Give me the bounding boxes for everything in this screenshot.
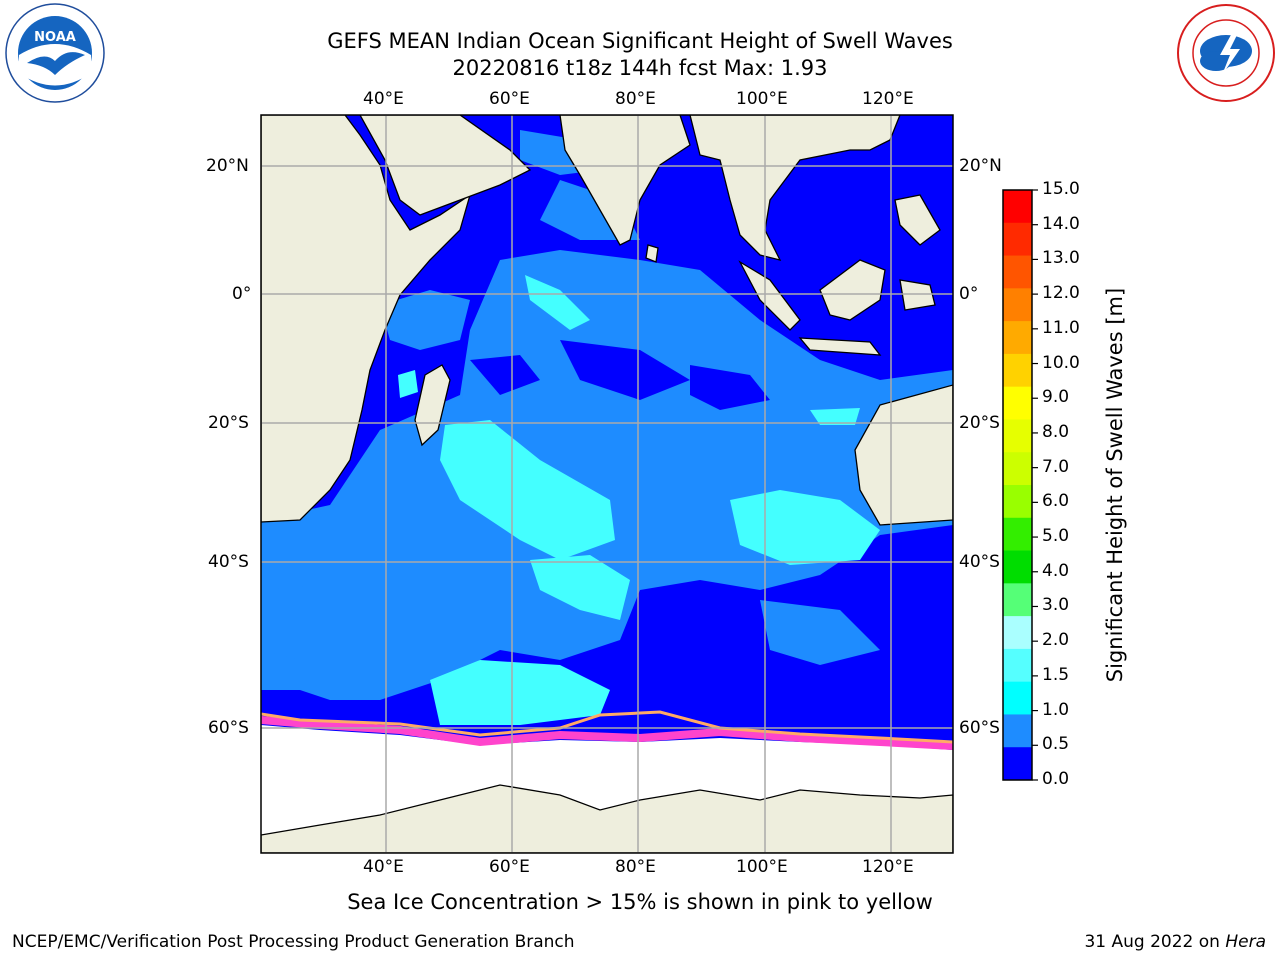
colorbar-tick-label: 7.0: [1042, 456, 1070, 477]
colorbar-tick-label: 1.5: [1042, 664, 1070, 685]
lat-tick-right: 20°N: [959, 156, 1002, 176]
lon-tick-bottom: 80°E: [615, 857, 656, 877]
colorbar-swatch: [1003, 288, 1032, 322]
colorbar-tick-label: 4.0: [1042, 560, 1070, 581]
colorbar-swatch: [1003, 616, 1032, 650]
footer-machine: Hera: [1225, 932, 1266, 952]
colorbar-swatch: [1003, 190, 1032, 224]
noaa-logo-text: NOAA: [34, 30, 76, 45]
lat-tick-left: 40°S: [208, 552, 249, 572]
lon-tick-top: 100°E: [736, 89, 788, 109]
lon-tick-bottom: 120°E: [862, 857, 914, 877]
colorbar-swatch: [1003, 648, 1032, 683]
colorbar-swatch: [1003, 321, 1032, 355]
lat-tick-right: 0°: [959, 284, 979, 304]
colorbar-tick-label: 2.0: [1042, 630, 1070, 651]
lon-tick-top: 80°E: [615, 89, 656, 109]
colorbar-tick-label: 13.0: [1042, 248, 1080, 269]
map-subtitle: 20220816 t18z 144h fcst Max: 1.93: [452, 56, 828, 80]
colorbar-swatch: [1003, 517, 1032, 552]
lon-tick-bottom: 40°E: [363, 857, 404, 877]
colorbar-swatch: [1003, 681, 1032, 715]
graticule: [261, 115, 953, 853]
colorbar-swatch: [1003, 583, 1032, 617]
sea-ice-note: Sea Ice Concentration > 15% is shown in …: [347, 890, 933, 914]
colorbar-swatch: [1003, 255, 1032, 289]
colorbar-tick-label: 0.0: [1042, 769, 1070, 789]
nws-logo: [1176, 3, 1276, 103]
colorbar-tick-label: 14.0: [1042, 213, 1080, 234]
footer-date-text: 31 Aug 2022 on: [1084, 932, 1226, 952]
colorbar-tick-label: 12.0: [1042, 283, 1080, 304]
lat-tick-right: 40°S: [959, 552, 1000, 572]
footer-date: 31 Aug 2022 on Hera: [1084, 932, 1266, 952]
lat-tick-left: 20°S: [208, 413, 249, 433]
colorbar-tick-label: 15.0: [1042, 179, 1080, 199]
colorbar-frame: [1002, 189, 1033, 781]
lat-tick-left: 60°S: [208, 718, 249, 738]
colorbar-tick-label: 3.0: [1042, 595, 1070, 616]
colorbar-tick-label: 0.5: [1042, 734, 1070, 755]
colorbar-swatch: [1003, 714, 1032, 748]
swell-region-mid: [261, 250, 953, 700]
colorbar-tick-label: 1.0: [1042, 699, 1070, 720]
swell-region-high: [440, 420, 615, 560]
colorbar-tick-label: 8.0: [1042, 421, 1070, 442]
colorbar-swatch: [1003, 419, 1032, 453]
map-title: GEFS MEAN Indian Ocean Significant Heigh…: [327, 29, 953, 53]
footer-credit: NCEP/EMC/Verification Post Processing Pr…: [12, 932, 575, 952]
lon-tick-top: 120°E: [862, 89, 914, 109]
colorbar-tick-label: 10.0: [1042, 352, 1080, 373]
colorbar: [1002, 189, 1038, 781]
lon-tick-bottom: 100°E: [736, 857, 788, 877]
colorbar-swatch: [1003, 747, 1032, 781]
map-frame: [260, 114, 954, 854]
colorbar-label: Significant Height of Swell Waves [m]: [1103, 287, 1127, 683]
lat-tick-right: 60°S: [959, 718, 1000, 738]
lon-tick-top: 60°E: [489, 89, 530, 109]
colorbar-swatch: [1003, 353, 1032, 388]
lat-tick-left: 0°: [232, 284, 252, 304]
colorbar-tick-label: 9.0: [1042, 387, 1070, 408]
noaa-logo: NOAA: [5, 3, 105, 103]
colorbar-swatch: [1003, 222, 1032, 257]
colorbar-tick-label: 11.0: [1042, 317, 1080, 338]
lon-tick-bottom: 60°E: [489, 857, 530, 877]
colorbar-swatch: [1003, 550, 1032, 584]
colorbar-swatch: [1003, 485, 1032, 519]
land-masses: [261, 115, 953, 526]
colorbar-tick-label: 6.0: [1042, 491, 1070, 512]
lon-tick-top: 40°E: [363, 89, 404, 109]
colorbar-swatch: [1003, 452, 1032, 486]
lat-tick-left: 20°N: [206, 156, 249, 176]
colorbar-swatch: [1003, 386, 1032, 420]
antarctica: [261, 784, 953, 853]
lat-tick-right: 20°S: [959, 413, 1000, 433]
colorbar-tick-label: 5.0: [1042, 526, 1070, 547]
